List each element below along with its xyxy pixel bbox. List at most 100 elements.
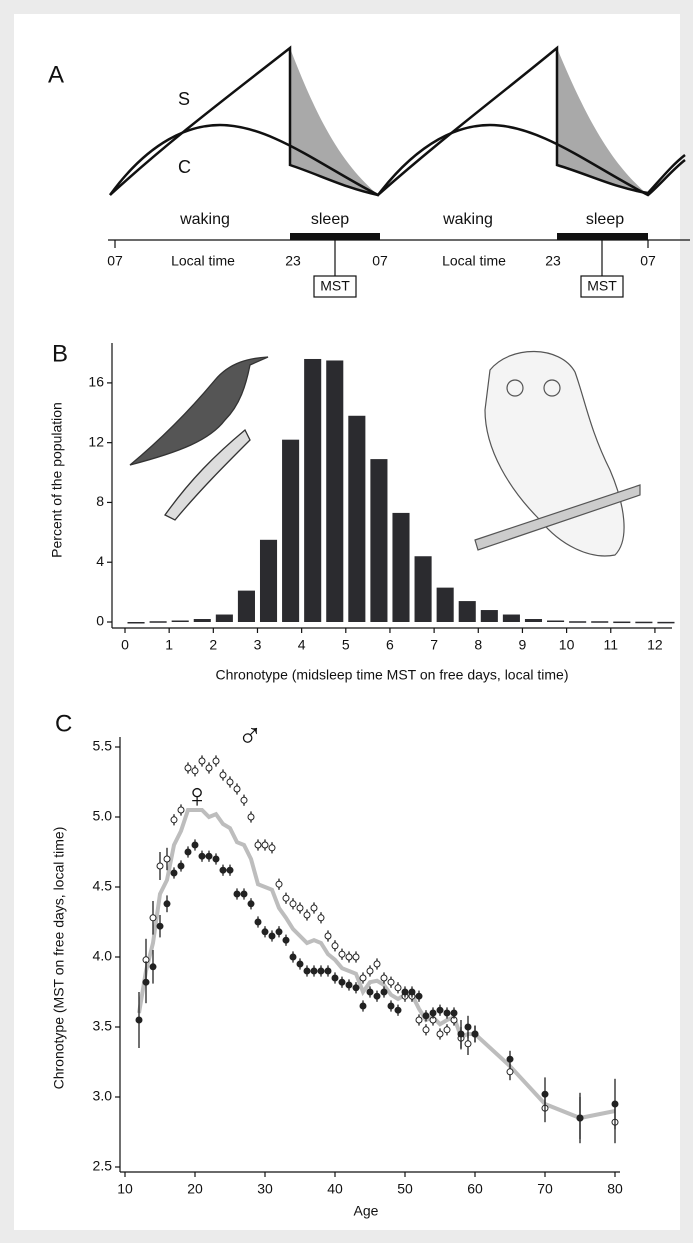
y-tick-label: 12 — [88, 433, 104, 449]
point — [262, 929, 268, 935]
time-label: 07 — [640, 253, 656, 269]
bar — [547, 621, 564, 623]
point — [395, 1007, 401, 1013]
point — [542, 1091, 548, 1097]
x-tick-label: 1 — [165, 637, 173, 653]
bar — [304, 359, 321, 622]
point — [507, 1069, 513, 1075]
point — [451, 1010, 457, 1016]
point — [423, 1013, 429, 1019]
point — [318, 968, 324, 974]
time-label: 23 — [285, 253, 301, 269]
bar — [370, 459, 387, 622]
point — [143, 979, 149, 985]
point — [374, 961, 380, 967]
point — [290, 901, 296, 907]
point — [255, 919, 261, 925]
point — [416, 1017, 422, 1023]
point — [339, 979, 345, 985]
bar — [128, 622, 145, 624]
bar — [326, 360, 343, 622]
phase-label: waking — [442, 211, 493, 228]
bar — [415, 556, 432, 622]
x-tick-label: 11 — [603, 637, 618, 653]
point — [507, 1056, 513, 1062]
y-axis-label: Chronotype (MST on free days, local time… — [51, 827, 67, 1090]
bar — [657, 622, 674, 624]
x-tick-label: 8 — [474, 637, 482, 653]
sleep-bar — [557, 233, 648, 240]
point — [283, 895, 289, 901]
point — [136, 1017, 142, 1023]
bar — [348, 416, 365, 622]
point — [444, 1027, 450, 1033]
bar — [613, 622, 630, 624]
x-tick-label: 30 — [257, 1181, 273, 1197]
y-tick-label: 4.0 — [93, 948, 113, 964]
point — [276, 929, 282, 935]
point — [276, 881, 282, 887]
bar — [569, 621, 586, 623]
bar — [216, 615, 233, 622]
phase-label: waking — [179, 211, 230, 228]
point — [262, 842, 268, 848]
point — [577, 1115, 583, 1121]
point — [227, 779, 233, 785]
point — [325, 933, 331, 939]
panel-label: A — [48, 61, 64, 88]
point — [444, 1010, 450, 1016]
point — [220, 867, 226, 873]
point — [437, 1007, 443, 1013]
bar — [635, 622, 652, 624]
point — [332, 943, 338, 949]
point — [206, 853, 212, 859]
y-tick-label: 3.5 — [93, 1018, 113, 1034]
point — [171, 817, 177, 823]
bar — [481, 610, 498, 622]
point — [304, 968, 310, 974]
point — [234, 786, 240, 792]
point — [367, 968, 373, 974]
panel-label: B — [52, 340, 68, 367]
bar — [150, 621, 167, 623]
point — [185, 765, 191, 771]
curve-label: S — [178, 89, 190, 109]
point — [311, 905, 317, 911]
bar — [392, 513, 409, 622]
time-label: 07 — [107, 253, 123, 269]
point — [353, 954, 359, 960]
y-tick-label: 4.5 — [93, 878, 113, 894]
y-tick-label: 16 — [88, 374, 104, 390]
x-tick-label: 9 — [519, 637, 527, 653]
x-axis-label: Chronotype (midsleep time MST on free da… — [216, 667, 569, 683]
point — [367, 989, 373, 995]
x-tick-label: 4 — [298, 637, 306, 653]
bar — [172, 621, 189, 623]
point — [360, 1003, 366, 1009]
axis-label: Local time — [442, 253, 506, 269]
bar — [525, 619, 542, 622]
x-tick-label: 12 — [647, 637, 663, 653]
point — [206, 765, 212, 771]
x-tick-label: 60 — [467, 1181, 483, 1197]
time-label: 23 — [545, 253, 561, 269]
point — [360, 975, 366, 981]
bar — [282, 440, 299, 622]
x-tick-label: 0 — [121, 637, 129, 653]
x-tick-label: 50 — [397, 1181, 413, 1197]
point — [164, 901, 170, 907]
x-tick-label: 70 — [537, 1181, 553, 1197]
axis-label: Local time — [171, 253, 235, 269]
y-tick-label: 8 — [96, 493, 104, 509]
bar — [591, 621, 608, 623]
point — [192, 768, 198, 774]
point — [199, 758, 205, 764]
point — [234, 891, 240, 897]
time-label: 07 — [372, 253, 388, 269]
point — [311, 968, 317, 974]
point — [353, 985, 359, 991]
phase-label: sleep — [586, 211, 624, 228]
sleep-bar — [290, 233, 380, 240]
y-tick-label: 0 — [96, 613, 104, 629]
x-tick-label: 5 — [342, 637, 350, 653]
